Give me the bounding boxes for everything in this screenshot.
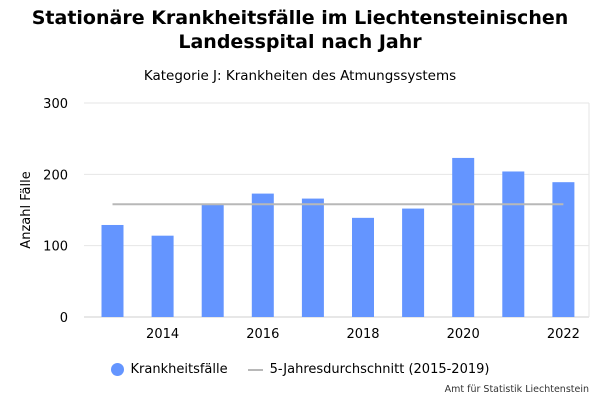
- bar[interactable]: [452, 157, 475, 317]
- y-tick-label: 100: [43, 240, 68, 255]
- bar[interactable]: [201, 204, 224, 317]
- legend-label-average: 5-Jahresdurchschnitt (2015-2019): [269, 362, 490, 377]
- legend-item-average[interactable]: 5-Jahresdurchschnitt (2015-2019): [247, 362, 490, 377]
- legend-item-cases[interactable]: Krankheitsfälle: [110, 362, 228, 377]
- bar[interactable]: [101, 224, 124, 317]
- chart-legend: Krankheitsfälle 5-Jahresdurchschnitt (20…: [0, 362, 600, 377]
- x-tick-label: 2018: [346, 327, 379, 342]
- bar[interactable]: [151, 235, 174, 317]
- y-axis-label: Anzahl Fälle: [19, 171, 34, 248]
- legend-label-cases: Krankheitsfälle: [130, 362, 228, 377]
- y-tick-label: 300: [43, 97, 68, 112]
- source-credit: Amt für Statistik Liechtenstein: [444, 384, 589, 395]
- x-tick-label: 2022: [547, 327, 580, 342]
- y-tick-label: 0: [60, 311, 68, 326]
- x-tick-label: 2014: [146, 327, 179, 342]
- x-tick-label: 2016: [246, 327, 279, 342]
- chart-subtitle: Kategorie J: Krankheiten des Atmungssyst…: [143, 68, 457, 84]
- bar[interactable]: [402, 208, 425, 317]
- bar[interactable]: [301, 198, 324, 317]
- bar[interactable]: [502, 171, 525, 317]
- bar[interactable]: [251, 193, 274, 317]
- bar[interactable]: [352, 217, 374, 317]
- legend-marker-average: [247, 368, 263, 371]
- chart-title: Stationäre Krankheitsfälle im Liechtenst…: [31, 7, 569, 53]
- legend-marker-cases: [110, 363, 124, 376]
- y-tick-label: 200: [43, 168, 68, 183]
- x-tick-label: 2020: [447, 327, 480, 342]
- bar[interactable]: [552, 182, 575, 317]
